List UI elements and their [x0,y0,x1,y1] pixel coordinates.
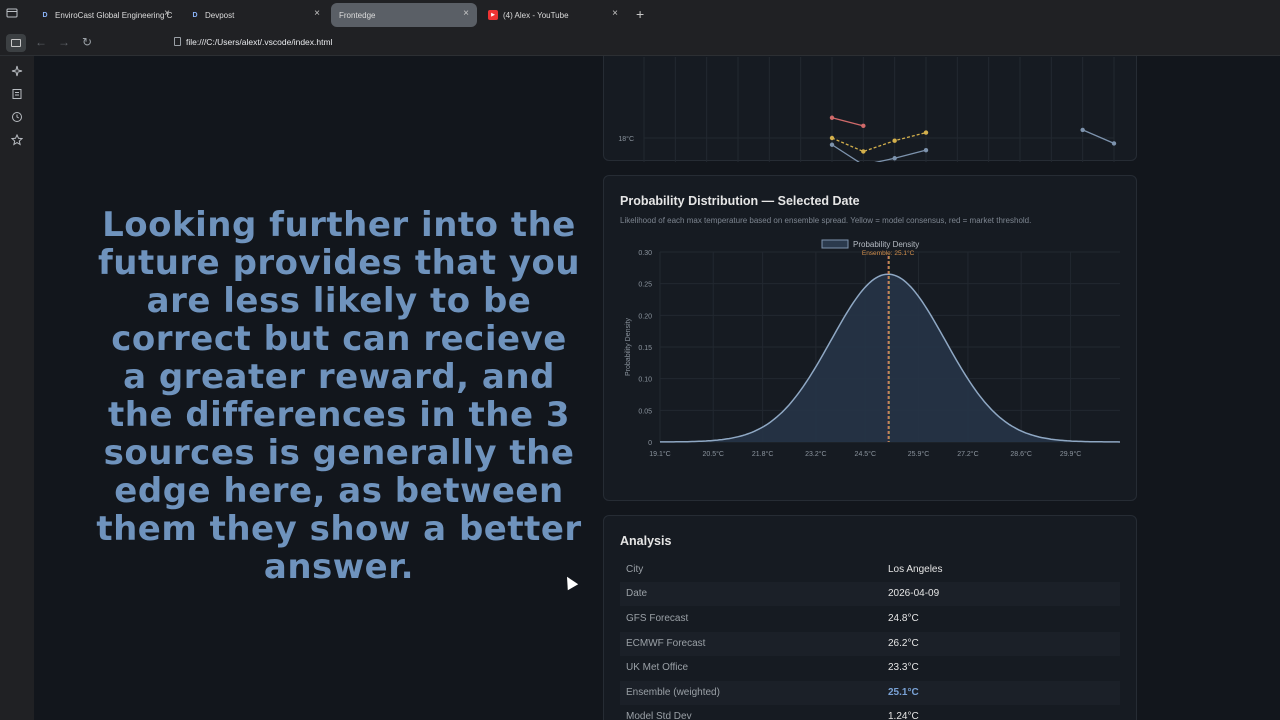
forward-button[interactable]: → [58,35,70,49]
history-icon[interactable] [10,111,23,124]
analysis-card: Analysis City Los Angeles Date 2026-04-0… [603,515,1137,720]
close-tab-icon[interactable]: × [463,8,469,19]
density-area [660,274,1120,442]
row-label: Date [626,588,648,599]
x-tick-label: 24.5°C [855,450,876,458]
page-content: Looking further into the future provides… [34,56,1280,720]
probability-chart: Probability Density 0 0.05 0.10 0.15 0.20 0.25… [625,239,1121,458]
browser-sidebar [0,56,34,720]
x-tick-label: 19.1°C [649,450,670,458]
analysis-row-gfs: GFS Forecast 24.8°C [620,607,1120,631]
navigation-bar: ← → ↻ file:///C:/Users/alext/.vscode/ind… [0,30,1280,56]
probability-distribution-card: Probability Distribution — Selected Date… [603,175,1137,501]
forecast-trend-chart: 18°C16°C2026-04-062026-04-072026-04-0820… [608,57,1117,214]
tab-envirocast[interactable]: D EnviroCast Global Engineering C × [32,3,178,27]
devpost-favicon-icon: D [42,11,48,19]
reading-list-icon[interactable] [10,88,23,101]
y-tick-label: 18°C [618,135,634,143]
youtube-favicon-icon: ▶ [488,10,498,20]
row-label: City [626,564,644,575]
series-line [831,117,864,127]
legend-label: Probability Density [853,240,919,249]
tab-title: Frontedge [339,10,376,20]
y-tick-label: 0 [648,440,652,447]
row-value: 25.1°C [888,687,919,698]
analysis-row-city: City Los Angeles [620,558,1120,582]
analysis-row-stddev: Model Std Dev 1.24°C [620,705,1120,720]
analysis-title: Analysis [620,534,672,548]
y-tick-label: 0.15 [638,345,652,352]
tab-actions-icon[interactable] [6,7,22,23]
y-tick-label: 0.05 [638,408,652,415]
x-tick-label: 23.2°C [805,450,826,458]
analysis-row-ecmwf: ECMWF Forecast 26.2°C [620,632,1120,656]
legend-swatch [821,239,849,249]
tab-title: (4) Alex - YouTube [503,10,569,20]
tab-title: Devpost [205,10,235,20]
sparkle-icon[interactable] [10,65,23,78]
row-label: ECMWF Forecast [626,638,706,649]
analysis-row-ukmet: UK Met Office 23.3°C [620,656,1120,680]
row-value: 26.2°C [888,638,919,649]
y-tick-label: 0.20 [638,313,652,320]
sidebar-toggle-button[interactable] [6,34,26,52]
row-label: Ensemble (weighted) [626,687,720,698]
row-value: 24.8°C [888,613,919,624]
tab-title: EnviroCast Global Engineering C [55,10,173,20]
consensus-marker-label: Ensemble: 25.1°C [862,249,915,257]
x-tick-label: 25.9°C [908,450,929,458]
x-tick-label: 28.6°C [1010,450,1031,458]
file-icon [174,37,181,46]
forecast-trend-card: 18°C16°C2026-04-062026-04-072026-04-0820… [603,56,1137,214]
x-tick-label: 29.9°C [1060,450,1081,458]
x-tick-label: 20.5°C [702,450,723,458]
sidebar-icon [11,39,21,47]
prob-card-title: Probability Distribution — Selected Date [620,194,860,208]
density-line [660,273,1121,443]
reload-button[interactable]: ↻ [82,35,93,49]
y-tick-label: 0.30 [638,250,652,257]
back-button[interactable]: ← [35,35,47,49]
row-value: Los Angeles [888,564,943,575]
tab-strip: D EnviroCast Global Engineering C × D De… [0,0,1280,30]
tab-frontedge[interactable]: Frontedge × [331,3,477,27]
row-value: 23.3°C [888,662,919,673]
series-point [923,130,929,135]
close-tab-icon[interactable]: × [612,8,618,19]
analysis-row-date: Date 2026-04-09 [620,582,1120,606]
video-caption-overlay: Looking further into the future provides… [96,205,582,587]
tab-devpost[interactable]: D Devpost × [182,3,328,27]
close-tab-icon[interactable]: × [164,8,170,19]
row-value: 2026-04-09 [888,588,940,599]
x-tick-label: 27.2°C [957,450,978,458]
row-label: Model Std Dev [626,711,692,720]
y-axis-label: Probability Density [625,318,632,376]
address-bar[interactable]: file:///C:/Users/alext/.vscode/index.htm… [186,37,333,47]
row-label: GFS Forecast [626,613,689,624]
x-tick-label: 21.8°C [752,450,773,458]
analysis-row-ensemble: Ensemble (weighted) 25.1°C [620,681,1120,705]
series-line [831,129,1115,166]
close-tab-icon[interactable]: × [314,8,320,19]
y-tick-label: 0.25 [638,282,652,289]
row-value: 1.24°C [888,711,919,720]
favorites-icon[interactable] [10,133,23,147]
devpost-favicon-icon: D [192,11,198,19]
series-line [831,131,927,153]
new-tab-button[interactable]: + [636,6,645,22]
row-label: UK Met Office [626,662,689,673]
prob-card-subtitle: Likelihood of each max temperature based… [620,216,1032,225]
y-tick-label: 0.10 [638,377,652,384]
tab-youtube[interactable]: ▶ (4) Alex - YouTube × [480,3,626,27]
